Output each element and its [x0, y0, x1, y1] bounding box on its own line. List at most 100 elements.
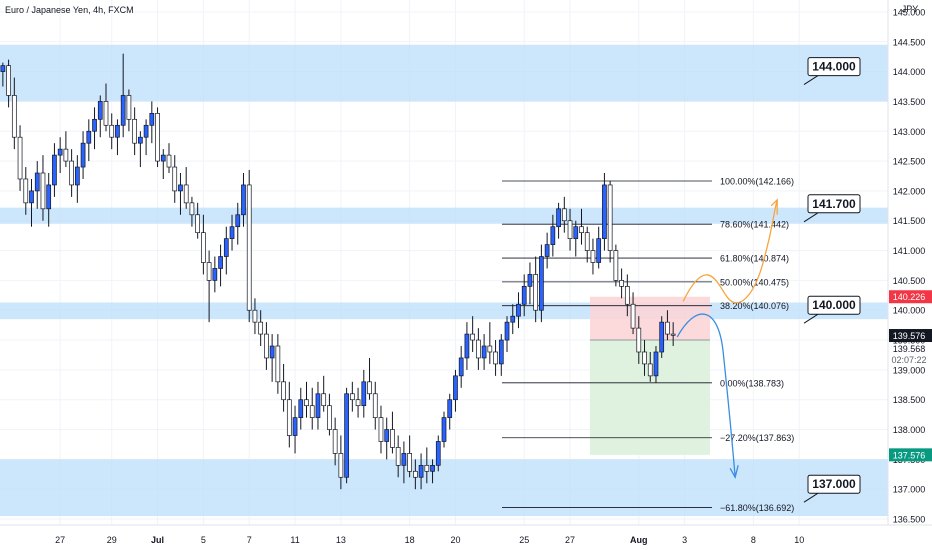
candle-body: [378, 417, 384, 442]
time-tick-label: 25: [519, 535, 529, 545]
candle-body: [487, 345, 493, 353]
zone-callout-label: 141.700: [812, 197, 856, 211]
candle-body: [619, 280, 624, 287]
price-tick-label: 139.000: [893, 365, 926, 375]
candle-body: [458, 357, 464, 377]
candle-body: [670, 333, 676, 336]
candle-body: [201, 232, 206, 263]
candle-body: [298, 399, 304, 418]
time-tick-label: 11: [290, 535, 299, 545]
candle-body: [6, 65, 11, 96]
candle-body: [361, 381, 367, 407]
candle-body: [57, 148, 63, 156]
fib-level-label: 78.60%(141.442): [720, 220, 789, 230]
candle-body: [441, 417, 447, 442]
candle-body: [418, 464, 424, 478]
callout-pointer: [803, 212, 819, 223]
sr-zone: [0, 44, 888, 102]
price-tick-label: 138.500: [893, 395, 926, 405]
candle-body: [183, 184, 189, 204]
candle-body: [166, 154, 172, 168]
candle-body: [464, 333, 470, 359]
candle-body: [613, 250, 619, 281]
candle-body: [292, 417, 298, 436]
price-tick-label: 143.000: [893, 127, 926, 137]
projection-arrow-up: [770, 198, 778, 215]
fib-level-label: 0.00%(138.783): [720, 378, 784, 388]
candle-body: [63, 148, 69, 162]
candle-body: [246, 184, 252, 311]
candle-body: [195, 214, 201, 234]
candle-body: [407, 453, 412, 472]
callout-pointer: [803, 492, 819, 503]
candle-body: [309, 405, 315, 418]
time-tick-label: 10: [794, 535, 804, 545]
price-tick-label: 138.000: [893, 425, 926, 435]
candle-body: [74, 166, 80, 186]
candle-body: [349, 393, 355, 401]
price-marker-label: 140.226: [893, 292, 926, 302]
candle-body: [120, 95, 126, 126]
fib-level-label: −27.20%(137.863): [720, 433, 794, 443]
price-tick-label: 142.000: [893, 186, 926, 196]
candle-body: [395, 447, 401, 466]
price-tick-label: 140.000: [893, 306, 926, 316]
candle-body: [665, 321, 670, 335]
candle-body: [189, 202, 195, 216]
candle-body: [143, 124, 149, 138]
candle-body: [539, 256, 544, 311]
candle-body: [115, 124, 120, 138]
fib-level-label: 100.00%(142.166): [720, 177, 794, 187]
candle-body: [510, 315, 516, 323]
zone-callout-box: [807, 194, 861, 214]
candle-body: [103, 101, 109, 126]
price-marker-label: 139.576: [893, 331, 926, 341]
candle-body: [264, 333, 269, 359]
candle-body: [126, 95, 132, 120]
candle-body: [659, 321, 665, 353]
candle-body: [390, 429, 395, 448]
candle-body: [235, 214, 241, 228]
fib-level-label: 61.80%(140.874): [720, 254, 789, 264]
candle-body: [178, 184, 183, 192]
candle-body: [384, 429, 390, 442]
candle-body: [275, 345, 281, 383]
stop-loss-area: [590, 296, 710, 341]
candle-body: [401, 453, 407, 466]
time-tick-label: 7: [247, 535, 252, 545]
time-tick-label: 18: [405, 535, 415, 545]
projection-arrow-down: [729, 465, 739, 480]
candle-body: [344, 393, 349, 478]
candle-body: [327, 405, 332, 430]
candle-body: [0, 65, 6, 72]
candle-body: [624, 286, 630, 305]
last-price-label: 139.568: [893, 344, 926, 354]
candle-body: [642, 351, 647, 365]
candle-body: [498, 339, 504, 365]
time-tick-label: 13: [336, 535, 346, 545]
candle-body: [29, 190, 34, 204]
price-tick-label: 145.000: [893, 7, 926, 17]
candle-body: [579, 226, 584, 234]
zone-callout-box: [807, 57, 861, 77]
candle-body: [470, 333, 476, 341]
candle-body: [573, 226, 579, 239]
candle-body: [447, 399, 453, 418]
candle-body: [602, 184, 607, 239]
fib-level-label: 50.00%(140.475): [720, 277, 789, 287]
candle-body: [109, 124, 115, 138]
candle-body: [40, 172, 46, 210]
sr-zone: [0, 459, 888, 517]
time-tick-label: 8: [751, 535, 756, 545]
candle-body: [561, 208, 567, 222]
candle-body: [653, 351, 659, 377]
candle-body: [17, 136, 23, 180]
price-tick-label: 136.500: [893, 515, 926, 525]
candle-body: [155, 113, 160, 162]
candle-body: [11, 95, 17, 138]
price-tick-label: 141.500: [893, 216, 926, 226]
fib-level-label: −61.80%(136.692): [720, 503, 794, 513]
candle-body: [493, 351, 498, 365]
